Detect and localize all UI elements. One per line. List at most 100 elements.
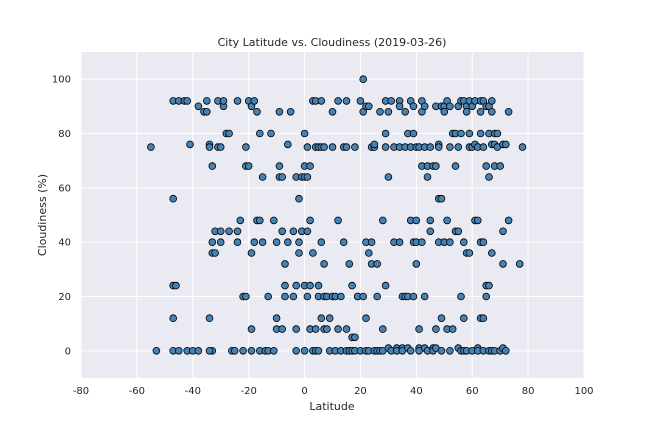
data-point — [412, 216, 421, 225]
data-point — [381, 129, 390, 138]
data-point — [205, 346, 214, 355]
data-point — [426, 227, 435, 236]
data-point — [337, 292, 345, 301]
data-point — [244, 162, 253, 170]
data-point — [183, 97, 192, 105]
data-point — [501, 140, 510, 149]
data-point — [501, 346, 510, 355]
data-point — [278, 227, 287, 236]
data-point — [462, 108, 471, 116]
x-tick-labels: -80 -60 -40 -20 0 20 40 60 80 100 — [73, 386, 594, 397]
data-point — [406, 346, 415, 355]
data-point — [306, 162, 314, 170]
x-tick-label: -40 — [185, 386, 201, 397]
data-point — [395, 238, 404, 247]
data-point — [286, 108, 295, 116]
data-point — [303, 292, 312, 301]
data-point — [342, 325, 351, 333]
data-point — [434, 143, 443, 151]
data-point — [320, 260, 328, 268]
data-point — [359, 75, 368, 83]
data-point — [364, 102, 373, 111]
data-point — [362, 314, 370, 323]
x-tick-label: 20 — [354, 386, 367, 397]
data-point — [443, 216, 451, 225]
data-point — [409, 102, 418, 111]
x-tick-label: 40 — [410, 386, 423, 397]
data-point — [169, 194, 178, 203]
data-point — [323, 325, 331, 333]
x-tick-label: -20 — [240, 386, 256, 397]
data-point — [208, 238, 217, 247]
x-tick-label: 100 — [574, 386, 593, 397]
data-point — [278, 173, 287, 181]
data-point — [295, 249, 303, 257]
data-point — [479, 143, 488, 151]
data-point — [487, 249, 496, 257]
data-point — [409, 129, 418, 138]
data-point — [493, 129, 502, 138]
data-point — [446, 143, 454, 151]
data-point — [446, 238, 454, 247]
data-point — [320, 143, 328, 151]
data-point — [499, 260, 507, 268]
data-point — [281, 292, 289, 301]
data-point — [219, 97, 228, 105]
data-point — [225, 227, 233, 236]
data-point — [473, 216, 482, 225]
data-point — [518, 143, 527, 151]
data-point — [448, 325, 457, 333]
data-point — [205, 314, 214, 323]
x-tick-label: 60 — [466, 386, 479, 397]
data-point — [172, 281, 180, 290]
data-point — [504, 216, 513, 225]
data-point — [205, 143, 214, 151]
data-point — [334, 216, 342, 225]
data-point — [300, 129, 309, 138]
data-point — [479, 314, 488, 323]
data-point — [314, 346, 323, 355]
data-point — [233, 97, 242, 105]
data-point — [348, 281, 356, 290]
data-point — [367, 238, 376, 247]
x-tick-label: -60 — [129, 386, 145, 397]
data-point — [311, 325, 320, 333]
data-point — [339, 238, 348, 247]
data-point — [325, 314, 334, 323]
data-point — [409, 292, 418, 301]
data-point — [233, 238, 242, 247]
data-point — [236, 216, 245, 225]
data-point — [437, 194, 446, 203]
data-point — [247, 346, 256, 355]
data-point — [152, 346, 161, 355]
data-point — [446, 102, 454, 111]
data-points — [147, 75, 527, 355]
y-axis-label: Cloudiness (%) — [36, 174, 49, 256]
data-point — [275, 108, 284, 116]
data-point — [515, 260, 524, 268]
data-point — [300, 346, 309, 355]
data-point — [253, 108, 261, 116]
data-point — [465, 249, 474, 257]
data-point — [499, 227, 507, 236]
y-tick-label: 100 — [52, 75, 71, 86]
data-point — [250, 97, 259, 105]
data-point — [272, 314, 281, 323]
data-point — [309, 249, 317, 257]
data-point — [418, 238, 426, 247]
data-point — [292, 281, 301, 290]
data-point — [485, 281, 493, 290]
data-point — [451, 162, 460, 170]
x-tick-label: 0 — [301, 386, 307, 397]
data-point — [225, 129, 233, 138]
data-point — [376, 108, 384, 116]
data-point — [482, 162, 491, 170]
data-point — [482, 292, 491, 301]
data-point — [459, 314, 468, 323]
data-point — [306, 216, 314, 225]
data-point — [412, 260, 421, 268]
data-point — [303, 227, 312, 236]
x-tick-label: -80 — [73, 386, 89, 397]
